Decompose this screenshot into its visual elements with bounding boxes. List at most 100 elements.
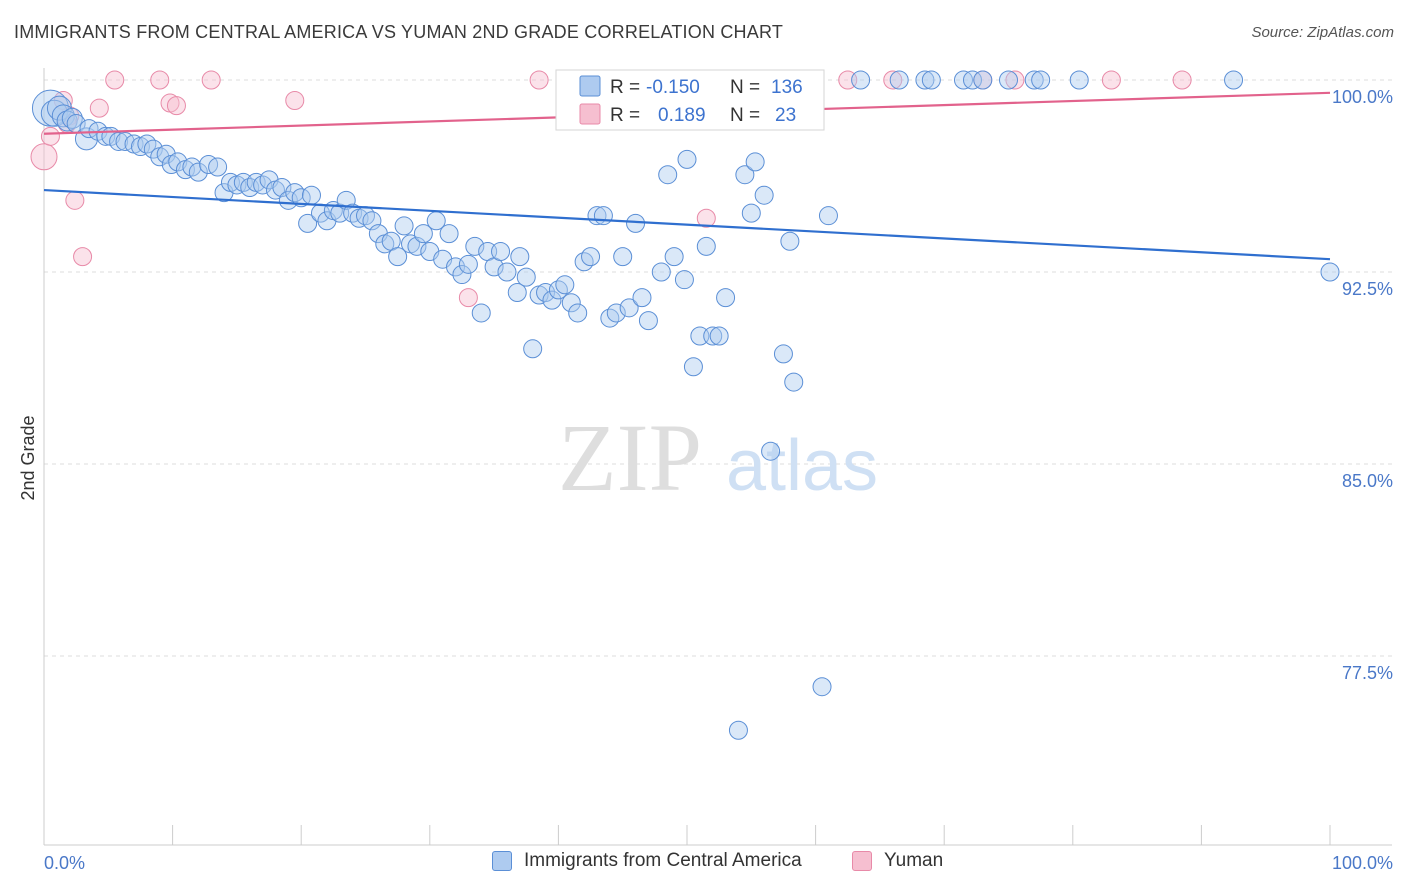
central-america-point-16 [137,134,157,154]
yuman-point-15 [529,70,549,90]
central-america-point-58 [413,224,433,244]
central-america-point-84 [581,247,601,267]
central-america-point-19 [156,144,176,164]
central-america-point-113 [784,372,804,392]
central-america-point-98 [677,149,697,169]
legend-label-yuman: Yuman [884,850,944,871]
yuman-point-9 [150,70,170,90]
central-america-point-92 [632,288,652,308]
central-america-point-74 [516,267,536,287]
central-america-point-64 [452,265,472,285]
central-america-point-103 [709,326,729,346]
legend-swatch-central-america [492,851,512,871]
central-america-point-125 [999,70,1018,90]
legend-r-label-2: R = [610,105,640,126]
central-america-point-121 [921,70,941,90]
central-america-point-90 [619,298,639,318]
central-america-point-120 [915,70,935,90]
central-america-point-95 [658,165,678,185]
central-america-point-41 [301,185,321,205]
yuman-point-6 [73,247,93,267]
central-america-point-102 [703,326,723,346]
legend-item-central-america: Immigrants from Central America [492,850,802,872]
central-america-point-128 [1069,70,1089,90]
tick-labels: 100.0% 92.5% 85.0% 77.5% 0.0% 100.0% 2nd Grade [18,87,1393,873]
chart-title: IMMIGRANTS FROM CENTRAL AMERICA VS YUMAN… [14,22,784,42]
central-america-point-130 [1320,262,1340,282]
legend-label-central-america: Immigrants from Central America [524,850,802,871]
central-america-point-67 [471,303,491,323]
central-america-point-97 [674,270,694,290]
yuman-point-1 [40,126,60,146]
central-america-point-107 [741,203,761,223]
legend-n-label-2: N = [730,105,760,126]
central-america-point-62 [439,224,459,244]
yuman-point-19 [1101,70,1121,90]
yuman-point-12 [201,70,221,90]
correlation-legend: R = -0.150 N = 136 R = 0.189 N = 23 [555,69,825,131]
central-america-point-105 [728,720,748,740]
central-america-point-93 [638,311,658,331]
yuman-point-21 [883,70,903,90]
watermark: ZIP atlas [558,404,878,511]
axis-layer [43,68,1392,846]
central-america-point-87 [600,308,620,328]
central-america-point-26 [208,157,228,177]
central-america-point-127 [1031,70,1051,90]
central-america-point-124 [973,70,993,90]
legend-r-value-1: -0.150 [646,77,700,98]
central-america-point-40 [298,213,318,233]
central-america-point-72 [507,282,527,302]
central-america-point-99 [683,357,703,377]
central-america-point-86 [593,206,613,226]
y-tick-label-0: 100.0% [1332,87,1393,107]
central-america-point-71 [497,262,517,282]
yuman-point-0 [30,143,58,171]
source-label: Source: ZipAtlas.com [1251,24,1394,41]
central-america-point-111 [773,344,793,364]
central-america-point-83 [574,252,594,272]
grid-layer [44,79,1392,657]
central-america-point-81 [561,293,581,313]
central-america-point-23 [182,157,202,177]
central-america-trend-line [43,188,1331,261]
central-america-point-66 [465,236,485,256]
central-america-point-17 [143,139,163,159]
central-america-point-54 [388,247,408,267]
watermark-atlas: atlas [726,426,878,506]
legend-n-value-1: 136 [771,77,803,98]
central-america-point-70 [491,242,511,262]
y-axis-label: 2nd Grade [18,415,38,500]
yuman-point-11 [166,96,186,116]
central-america-point-115 [818,206,838,226]
central-america-point-119 [889,70,909,90]
central-america-point-73 [510,247,530,267]
y-tick-label-3: 77.5% [1342,663,1393,683]
central-america-point-94 [651,262,671,282]
central-america-point-110 [761,441,781,461]
watermark-zip: ZIP [558,404,702,511]
yuman-point-16 [696,208,716,228]
central-america-point-82 [568,303,588,323]
x-tick-label-1: 100.0% [1332,853,1393,873]
central-america-point-101 [696,236,716,256]
series-legend: Immigrants from Central America Yuman [0,850,1406,880]
y-tick-label-1: 92.5% [1342,279,1393,299]
legend-swatch-pink [579,103,601,125]
yuman-point-8 [105,70,125,90]
yuman-point-14 [458,288,478,308]
yuman-point-22 [1172,70,1192,90]
yuman-point-7 [89,98,109,118]
legend-n-label-1: N = [730,77,760,98]
legend-r-label-1: R = [610,77,640,98]
central-america-point-65 [458,254,478,274]
central-america-point-38 [285,183,305,203]
central-america-point-78 [542,290,562,310]
legend-n-value-2: 23 [775,105,796,126]
central-america-point-89 [613,247,633,267]
central-america-point-112 [780,231,800,251]
central-america-point-79 [548,280,568,300]
central-america-point-80 [555,275,575,295]
central-america-point-114 [812,677,832,697]
